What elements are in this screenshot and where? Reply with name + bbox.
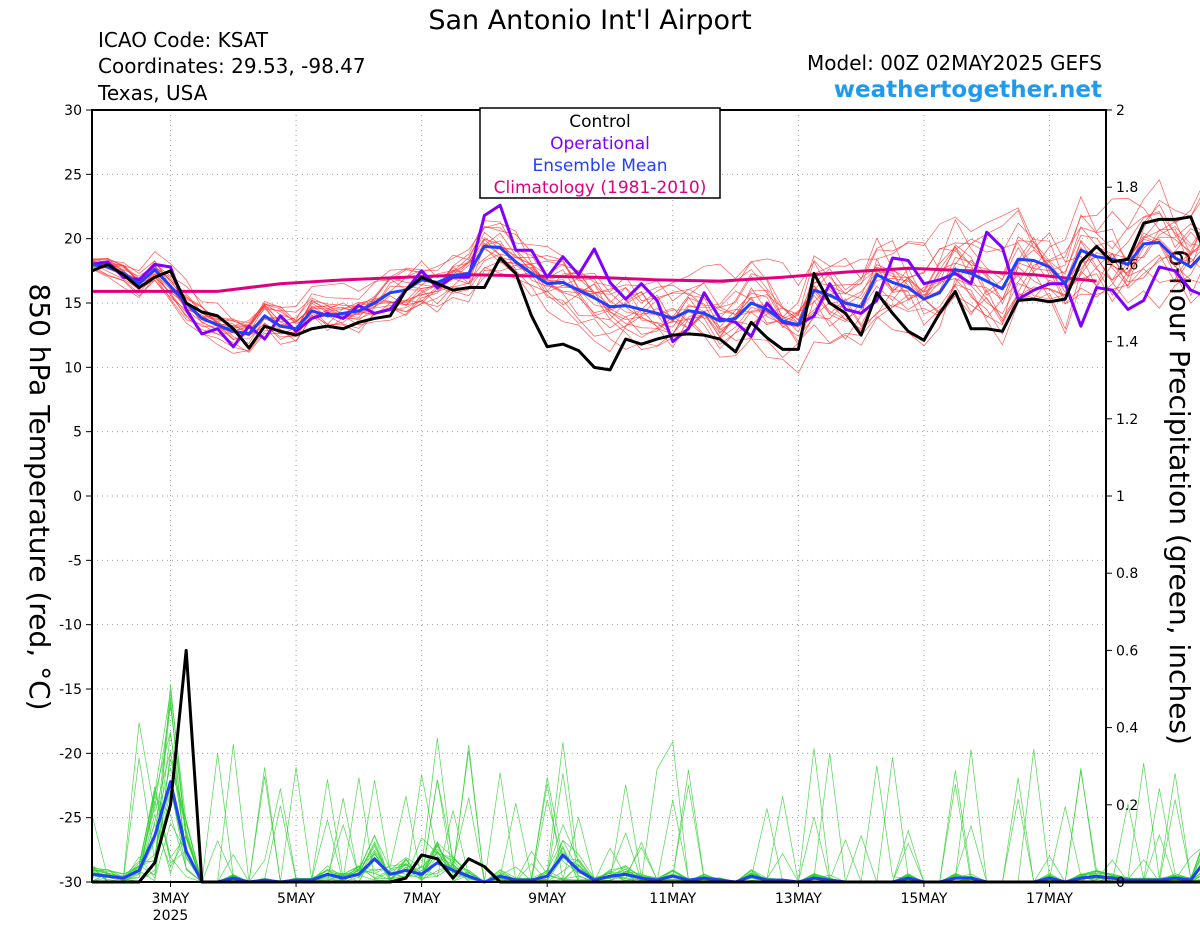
x-tick-label: 13MAY	[775, 891, 822, 907]
y-right-tick-label: 1.4	[1116, 335, 1138, 351]
legend-entry: Control	[569, 112, 630, 132]
legend-entry: Climatology (1981-2010)	[494, 178, 707, 198]
y-left-tick-label: 5	[73, 425, 82, 441]
y-axis-right-label: 6-hour Precipitation (green, inches)	[1163, 249, 1196, 745]
coordinates: Coordinates: 29.53, -98.47	[98, 54, 366, 78]
control-temperature-line	[91, 215, 1200, 372]
y-right-tick-label: 0	[1116, 875, 1125, 891]
y-left-tick-label: 10	[64, 360, 82, 376]
y-left-tick-label: -5	[68, 553, 82, 569]
x-tick-label: 15MAY	[900, 891, 947, 907]
y-left-tick-label: -15	[59, 682, 82, 698]
y-right-tick-label: 1.6	[1116, 257, 1138, 273]
y-left-tick-label: -30	[59, 875, 82, 891]
y-right-tick-label: 0.2	[1116, 798, 1138, 814]
y-right-tick-label: 1.2	[1116, 412, 1138, 428]
x-tick-label: 9MAY	[528, 891, 566, 907]
y-right-tick-label: 1	[1116, 489, 1125, 505]
y-left-tick-label: 25	[64, 167, 82, 183]
operational-temperature-line	[91, 203, 1200, 349]
x-tick-label: 3MAY	[151, 891, 189, 907]
site-link[interactable]: weathertogether.net	[834, 77, 1102, 103]
temperature-member-line	[91, 219, 1200, 353]
y-right-tick-label: 0.8	[1116, 566, 1138, 582]
ensemble-mean-temperature-line	[91, 241, 1200, 336]
legend-entry: Ensemble Mean	[532, 156, 667, 176]
temperature-member-line	[91, 209, 1200, 350]
temperature-member-line	[91, 212, 1200, 335]
icao-code: ICAO Code: KSAT	[98, 28, 269, 52]
temperature-member-line	[91, 197, 1200, 338]
temperature-member-line	[91, 218, 1200, 335]
legend-entry: Operational	[550, 134, 650, 154]
region: Texas, USA	[97, 81, 208, 105]
x-tick-label: 17MAY	[1026, 891, 1073, 907]
model-run: Model: 00Z 02MAY2025 GEFS	[807, 51, 1102, 75]
x-tick-label: 7MAY	[403, 891, 441, 907]
y-left-tick-label: -25	[59, 811, 82, 827]
y-right-tick-label: 1.8	[1116, 180, 1138, 196]
y-right-tick-label: 0.6	[1116, 643, 1138, 659]
y-left-tick-label: 30	[64, 103, 82, 119]
temperature-member-line	[91, 179, 1200, 374]
y-left-tick-label: 0	[73, 489, 82, 505]
climatology-temperature-line	[92, 266, 1097, 293]
y-left-tick-label: -10	[59, 618, 82, 634]
plot-background	[92, 110, 1106, 882]
x-tick-label: 5MAY	[277, 891, 315, 907]
x-tick-label: 11MAY	[649, 891, 696, 907]
y-axis-left-label: 850 hPa Temperature (red, °C)	[23, 283, 56, 710]
plot-area: 302520151050-5-10-15-20-25-3021.81.61.41…	[59, 103, 1200, 924]
chart-title: San Antonio Int'l Airport	[428, 5, 751, 36]
legend-box	[479, 107, 721, 199]
temperature-member-line	[91, 195, 1200, 341]
y-left-tick-label: 20	[64, 232, 82, 248]
y-left-tick-label: 15	[64, 296, 82, 312]
y-right-tick-label: 0.4	[1116, 721, 1138, 737]
y-left-tick-label: -20	[59, 746, 82, 762]
y-right-tick-label: 2	[1116, 103, 1125, 119]
x-tick-year-label: 2025	[153, 908, 189, 924]
